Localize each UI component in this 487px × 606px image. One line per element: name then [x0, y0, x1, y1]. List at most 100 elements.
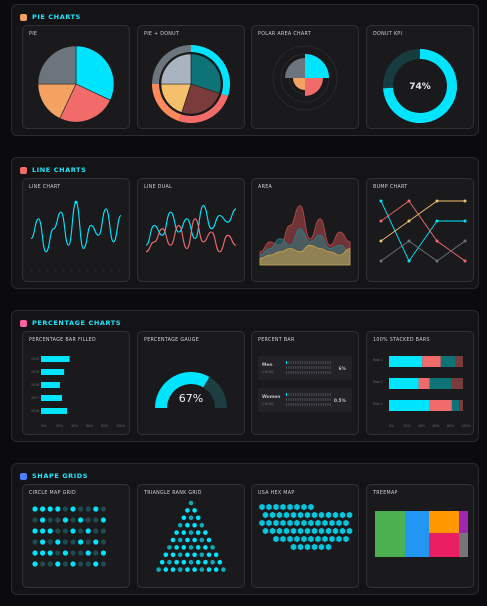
- hex-tile: [293, 535, 301, 543]
- rank-dot: [188, 515, 194, 521]
- chart-card[interactable]: POLAR AREA CHART: [251, 25, 359, 129]
- percent-cell: [297, 361, 299, 364]
- section-title-text: PERCENTAGE CHARTS: [32, 319, 122, 327]
- chart-card[interactable]: LINE CHART: [22, 178, 130, 282]
- line-chart-icon: [20, 166, 27, 174]
- rank-dot: [206, 537, 212, 543]
- stacked-segment: [429, 400, 452, 411]
- grid-dot: [100, 517, 106, 523]
- pie-slice: [59, 83, 111, 123]
- chart-card[interactable]: TRIANGLE RANK GRID: [137, 484, 245, 588]
- stacked-segment: [389, 378, 419, 389]
- rank-dot: [192, 537, 197, 543]
- grid-dot: [78, 561, 84, 567]
- percent-cell: [322, 403, 324, 406]
- percent-sub: 0 to 80: [262, 370, 273, 374]
- percent-cell: [292, 366, 294, 369]
- tick-label: 80%: [447, 424, 454, 428]
- bump-point: [407, 219, 411, 223]
- percent-cell: [288, 393, 290, 396]
- rank-dot: [185, 508, 190, 513]
- bar-fill: [41, 395, 62, 401]
- chart-svg: 2020 2019 2018 2017 2016 0% 20% 40% 60% 80% 100%: [31, 356, 125, 428]
- chart-card[interactable]: AREA: [251, 178, 359, 282]
- tick-label: 0%: [389, 424, 394, 428]
- bar-fill: [41, 408, 68, 414]
- hex-tile: [297, 511, 304, 519]
- chart-card[interactable]: TREEMAP: [366, 484, 474, 588]
- percent-cell: [329, 371, 331, 374]
- bump-point: [435, 199, 439, 203]
- stacked-segment: [459, 400, 463, 411]
- chart-svg: [375, 511, 468, 557]
- percent-cell: [304, 393, 306, 396]
- tick-label: 40%: [71, 424, 78, 428]
- donut-slice: [178, 93, 229, 123]
- pie-slice: [75, 45, 115, 101]
- rank-dot: [210, 545, 215, 550]
- percent-cell: [288, 366, 290, 369]
- bump-point: [407, 239, 411, 243]
- tick-mark: [102, 269, 104, 271]
- chart-card[interactable]: DONUT KPI 74%: [366, 25, 474, 129]
- hex-tile: [339, 527, 346, 535]
- grid-dot: [100, 528, 106, 534]
- chart-card[interactable]: 100% STACKED BARS Row 1 Row 2 Row 3 0% 20% 40%…: [366, 331, 474, 435]
- percent-cell: [288, 403, 290, 406]
- treemap-cell: [375, 511, 405, 557]
- chart-card[interactable]: CIRCLE MAP GRID: [22, 484, 130, 588]
- hex-tile: [262, 511, 269, 519]
- hex-tile: [272, 503, 280, 511]
- chart-card[interactable]: PERCENTAGE BAR FILLED 2020 2019 2018 2017 201…: [22, 331, 130, 435]
- chart-svg: [258, 503, 353, 551]
- grid-dot: [40, 506, 46, 512]
- donut-slice: [191, 45, 230, 97]
- grid-dot: [55, 517, 61, 523]
- tick-label: 40%: [418, 424, 425, 428]
- chart-card[interactable]: BUMP CHART: [366, 178, 474, 282]
- chart-card[interactable]: PERCENT BAR Men 0 to 80 6% Women 1 to 80 0.5%: [251, 331, 359, 435]
- rank-dot: [188, 530, 194, 535]
- tick-mark: [94, 269, 96, 271]
- percent-cell: [297, 398, 299, 401]
- percent-cell: [306, 398, 308, 401]
- percent-cell: [302, 403, 304, 406]
- percent-cell: [318, 403, 320, 406]
- percent-cell: [327, 398, 329, 401]
- grid-dot: [85, 561, 91, 567]
- percent-cell: [309, 366, 310, 369]
- chart-card[interactable]: PIE + DONUT: [137, 25, 245, 129]
- percent-cell: [288, 371, 290, 374]
- percent-cell: [320, 398, 322, 401]
- percent-cell: [306, 361, 308, 364]
- chart-card[interactable]: USA HEX MAP: [251, 484, 359, 588]
- chart-card[interactable]: PERCENTAGE GAUGE 67%: [137, 331, 245, 435]
- grid-dot: [78, 539, 84, 545]
- chart-svg: [32, 506, 106, 567]
- polar-slice: [305, 78, 323, 96]
- percent-cell: [286, 361, 287, 364]
- line-series: [30, 201, 122, 253]
- grid-dot: [55, 550, 61, 556]
- rank-dot: [170, 537, 176, 543]
- rank-dot: [192, 567, 197, 572]
- chart-card-title: POLAR AREA CHART: [258, 32, 311, 37]
- pie-slice: [190, 53, 222, 94]
- grid-dot: [93, 561, 99, 567]
- hex-tile: [311, 543, 318, 551]
- rank-dot: [163, 552, 169, 558]
- grid-dot: [78, 528, 84, 534]
- chart-card-title: PIE: [29, 32, 38, 37]
- hex-tile: [279, 535, 287, 543]
- percent-cell: [290, 398, 292, 401]
- section-shape-grids: SHAPE GRIDS CIRCLE MAP GRID TRIANGLE RANK …: [11, 463, 479, 595]
- hex-tile: [276, 511, 283, 519]
- chart-card[interactable]: PIE: [22, 25, 130, 129]
- grid-dot: [62, 506, 68, 512]
- percent-cell: [297, 403, 299, 406]
- chart-card[interactable]: LINE DUAL: [137, 178, 245, 282]
- rank-dot: [195, 515, 201, 521]
- grid-dot: [100, 539, 106, 545]
- section-title-text: PIE CHARTS: [32, 13, 81, 21]
- hex-tile: [300, 535, 308, 543]
